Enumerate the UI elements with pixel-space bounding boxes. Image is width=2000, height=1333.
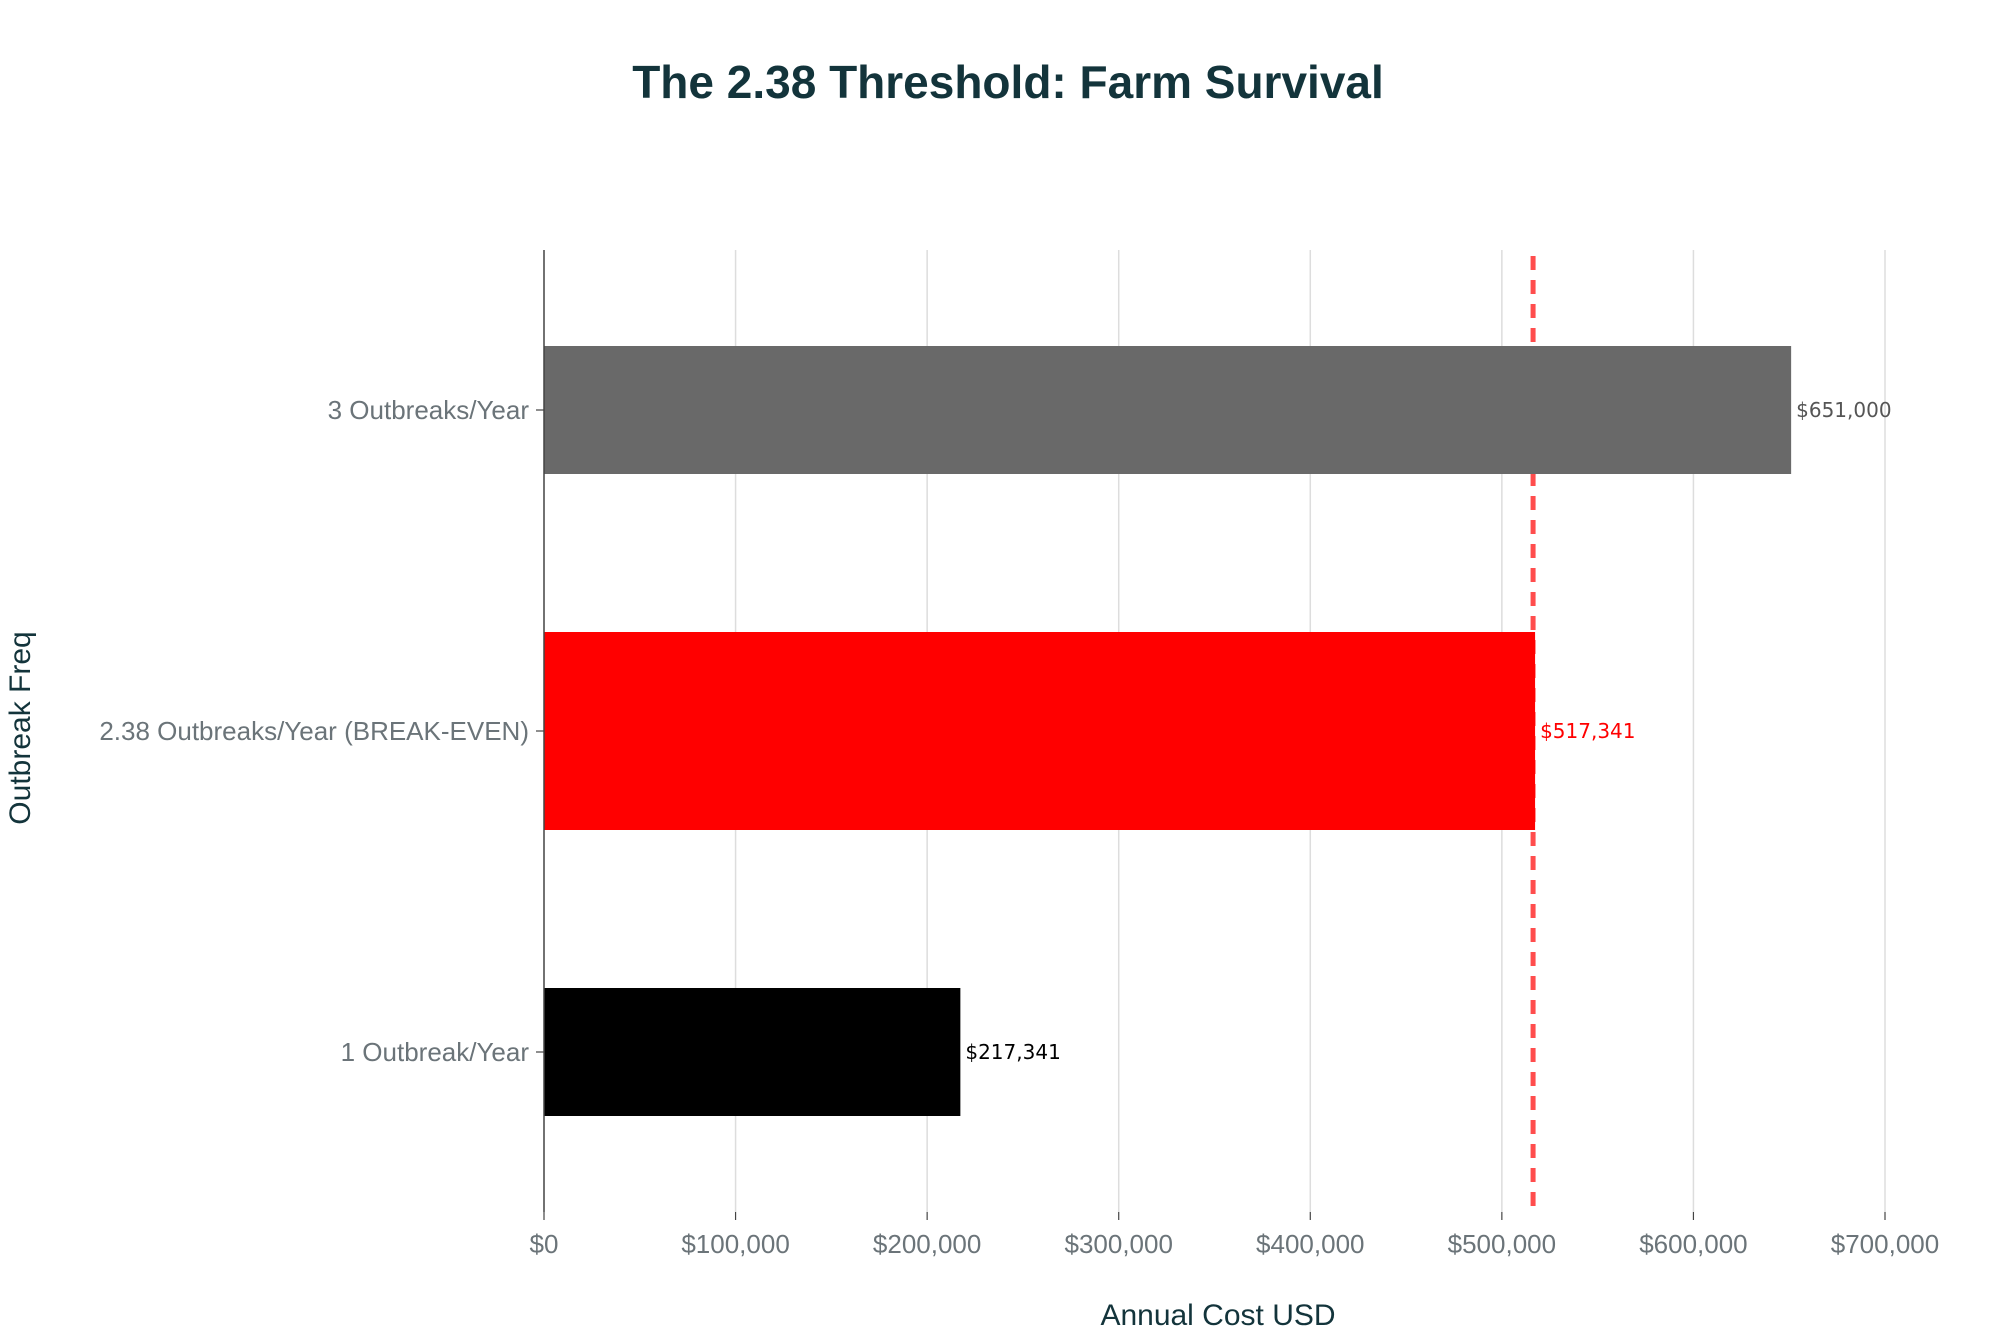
y-category-label: 2.38 Outbreaks/Year (BREAK-EVEN): [99, 716, 529, 746]
x-tick-label: $500,000: [1448, 1229, 1556, 1259]
y-axis-title: Outbreak Freq: [4, 631, 37, 824]
x-tick-label: $700,000: [1831, 1229, 1939, 1259]
x-tick-label: $400,000: [1256, 1229, 1364, 1259]
bars: [544, 346, 1792, 1116]
y-category-label: 1 Outbreak/Year: [341, 1037, 530, 1067]
chart-title: The 2.38 Threshold: Farm Survival: [632, 56, 1384, 108]
x-tick-label: $200,000: [873, 1229, 981, 1259]
bar-value-label: $217,341: [965, 1040, 1060, 1064]
bar: [544, 632, 1536, 830]
bar: [544, 346, 1792, 474]
x-tick-label: $0: [530, 1229, 559, 1259]
bar-value-label: $651,000: [1796, 398, 1891, 422]
x-axis-title: Annual Cost USD: [1100, 1299, 1335, 1332]
y-axis-ticks: 1 Outbreak/Year 2.38 Outbreaks/Year (BREA…: [99, 395, 544, 1067]
data-labels: $217,341 $517,341 $651,000: [965, 398, 1891, 1064]
x-tick-label: $100,000: [681, 1229, 789, 1259]
x-tick-label: $300,000: [1064, 1229, 1172, 1259]
y-category-label: 3 Outbreaks/Year: [328, 395, 530, 425]
x-tick-label: $600,000: [1639, 1229, 1747, 1259]
x-axis-ticks: $0 $100,000 $200,000 $300,000 $400,000 $500,0…: [530, 1212, 1939, 1259]
bar-value-label: $517,341: [1540, 719, 1635, 743]
bar: [544, 988, 961, 1116]
